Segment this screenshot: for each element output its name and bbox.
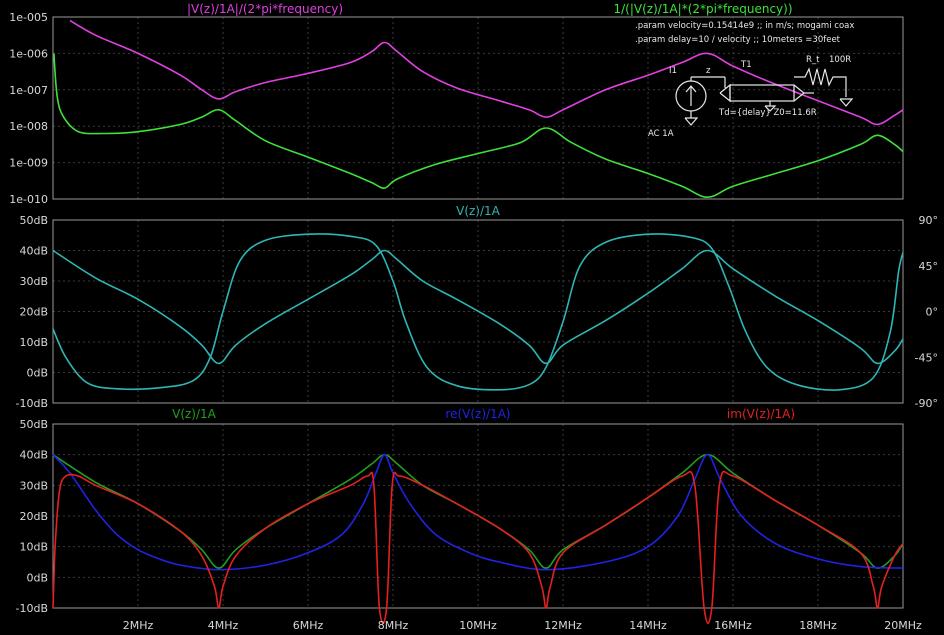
- y-tick-label: 1e-009: [9, 157, 48, 170]
- param-velocity: .param velocity=0.15414e9 ;; in m/s; mog…: [635, 21, 854, 31]
- x-tick-label: 4MHz: [208, 619, 239, 632]
- x-axis-tick-labels: 2MHz 4MHz 6MHz 8MHz 10MHz 12MHz 14MHz 16MHz 18MH…: [123, 619, 922, 632]
- pane-3-frame: [52, 423, 904, 609]
- y-tick-label: 1e-010: [9, 193, 48, 206]
- cyan-phase-curve: [52, 233, 904, 391]
- x-tick-label: 10MHz: [459, 619, 497, 632]
- pane-1-trace-label-magenta[interactable]: |V(z)/1A|/(2*pi*frequency): [187, 2, 343, 16]
- x-tick-label: 8MHz: [378, 619, 409, 632]
- pane-2-trace-label[interactable]: V(z)/1A: [456, 204, 501, 218]
- pane-3-trace-label-vz[interactable]: V(z)/1A: [172, 407, 217, 421]
- green-admittance-curve: [53, 53, 904, 199]
- y-tick-label: 1e-008: [9, 120, 48, 133]
- y2-tick-label: 0°: [926, 306, 939, 319]
- pane-3-trace-label-im[interactable]: im(V(z)/1A): [727, 407, 795, 421]
- x-tick-label: 18MHz: [799, 619, 837, 632]
- pane-1-trace-label-green[interactable]: 1/(|V(z)/1A|*(2*pi*frequency)): [613, 2, 792, 16]
- x-tick-label: 2MHz: [123, 619, 154, 632]
- y-tick-label: 1e-007: [9, 84, 48, 97]
- schematic: I1 z T1 R_t 100R Td={delay} Z0=11.6R AC …: [648, 55, 854, 139]
- magenta-impedance-curve: [69, 19, 904, 126]
- t1-label: T1: [740, 60, 752, 70]
- current-source-symbol: [675, 76, 725, 126]
- pane-1-log-impedance: 1e-005 1e-006 1e-007 1e-008 1e-009 1e-010 |V(…: [9, 2, 904, 206]
- green-magnitude-curve: [52, 453, 904, 569]
- y-tick-label: 10dB: [19, 336, 48, 349]
- y-tick-label: 0dB: [26, 571, 48, 584]
- td-z0-label: Td={delay} Z0=11.6R: [718, 108, 817, 118]
- x-tick-label: 20MHz: [884, 619, 922, 632]
- node-z-label: z: [706, 66, 711, 76]
- y-tick-label: 40dB: [19, 245, 48, 258]
- y-tick-label: 10dB: [19, 541, 48, 554]
- y-tick-label: 20dB: [19, 306, 48, 319]
- param-delay: .param delay=10 / velocity ;; 10meters =…: [635, 35, 841, 45]
- x-tick-label: 14MHz: [629, 619, 667, 632]
- y2-tick-label: 45°: [919, 260, 939, 273]
- y-tick-label: -10dB: [16, 602, 49, 615]
- pane-2-magnitude-phase: 50dB 40dB 30dB 20dB 10dB 0dB -10dB 90° 45° 0° -45…: [16, 204, 939, 410]
- pane-3-real-imag: 50dB 40dB 30dB 20dB 10dB 0dB -10dB V(z)/1A re(…: [16, 407, 904, 625]
- y-tick-label: 1e-006: [9, 47, 48, 60]
- x-tick-label: 16MHz: [714, 619, 752, 632]
- y-tick-label: 20dB: [19, 510, 48, 523]
- y-tick-label: 50dB: [19, 214, 48, 227]
- y2-tick-label: 90°: [919, 214, 939, 227]
- ac-source-label: AC 1A: [648, 129, 674, 139]
- pane-2-frame: [52, 219, 904, 404]
- x-tick-label: 12MHz: [544, 619, 582, 632]
- cyan-magnitude-curve: [52, 249, 904, 365]
- y2-tick-label: -45°: [915, 351, 938, 364]
- y-tick-label: 40dB: [19, 449, 48, 462]
- rt-label: R_t: [806, 55, 820, 65]
- netlist-annotation: .param velocity=0.15414e9 ;; in m/s; mog…: [635, 21, 854, 45]
- transmission-line-symbol: [719, 77, 814, 112]
- blue-real-part-curve: [52, 453, 904, 571]
- resistor-symbol: [794, 67, 854, 107]
- x-tick-label: 6MHz: [293, 619, 324, 632]
- y-tick-label: 50dB: [19, 418, 48, 431]
- red-imag-part-curve: [52, 470, 904, 625]
- pane-1-frame: [52, 16, 904, 200]
- r-value-label: 100R: [829, 55, 851, 65]
- y-tick-label: -10dB: [16, 397, 49, 410]
- i1-label: I1: [669, 66, 677, 76]
- y-tick-label: 0dB: [26, 367, 48, 380]
- y-tick-label: 30dB: [19, 479, 48, 492]
- y2-tick-label: -90°: [915, 397, 938, 410]
- pane-3-trace-label-re[interactable]: re(V(z)/1A): [445, 407, 510, 421]
- y-tick-label: 30dB: [19, 275, 48, 288]
- y-tick-label: 1e-005: [9, 11, 48, 24]
